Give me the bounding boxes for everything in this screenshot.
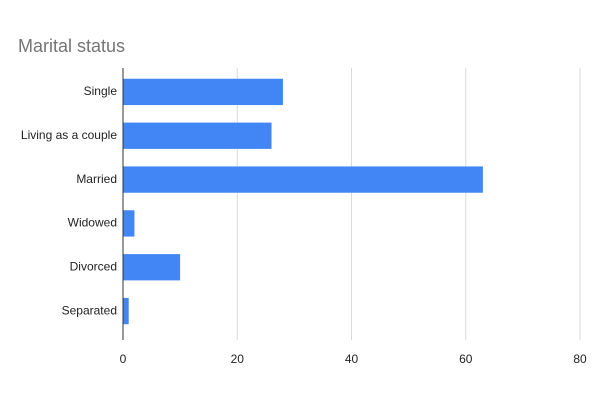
bar (123, 122, 272, 149)
y-tick-label: Living as a couple (21, 128, 117, 142)
chart-title: Marital status (18, 36, 125, 56)
bar (123, 254, 181, 281)
x-tick-label: 40 (345, 352, 359, 366)
x-tick-label: 80 (573, 352, 587, 366)
bar (123, 166, 483, 193)
bar (123, 78, 283, 106)
y-tick-label: Married (76, 172, 117, 186)
y-tick-label: Single (84, 84, 118, 98)
bar (123, 210, 135, 237)
x-tick-label: 60 (459, 352, 473, 366)
bar (123, 297, 129, 325)
y-tick-label: Separated (62, 303, 117, 317)
x-tick-label: 20 (231, 352, 245, 366)
x-tick-label: 0 (120, 352, 127, 366)
y-tick-label: Divorced (70, 259, 117, 273)
y-tick-label: Widowed (68, 216, 117, 230)
